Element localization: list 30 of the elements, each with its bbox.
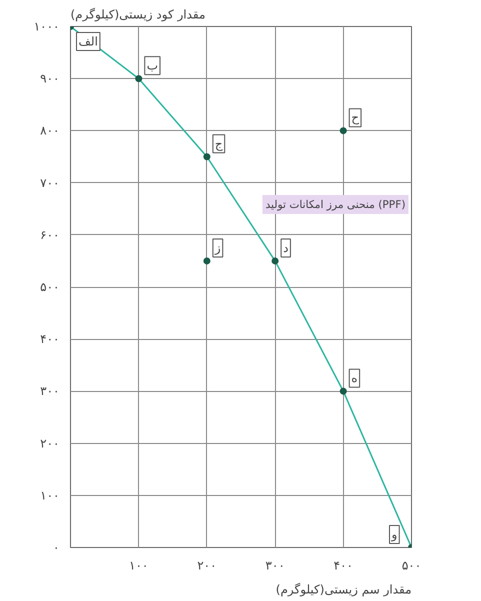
annotation: ح — [351, 110, 360, 125]
x-tick-label: ۲۰۰ — [197, 558, 217, 572]
point — [203, 257, 210, 264]
annotation: ه — [351, 371, 358, 386]
annotation: د — [283, 240, 288, 255]
y-tick-label: ۲۰۰ — [40, 436, 60, 450]
annotation: ج — [214, 136, 223, 151]
y-axis-title: مقدار کود زیستی(کیلوگرم) — [70, 8, 206, 22]
x-tick-label: ۳۰۰ — [265, 558, 285, 572]
y-tick-label: ۰ — [53, 540, 60, 554]
y-tick-label: ۴۰۰ — [40, 332, 60, 346]
x-axis-title: مقدار سم زیستی(کیلوگرم) — [276, 582, 412, 596]
y-tick-label: ۱۰۰۰ — [34, 20, 60, 34]
y-tick-label: ۶۰۰ — [40, 228, 60, 242]
annotation: الف — [78, 34, 98, 48]
x-tick-label: ۵۰۰ — [402, 558, 422, 572]
x-tick-label: ۱۰۰ — [129, 558, 148, 572]
annotation: و — [390, 528, 398, 542]
x-tick-label: ۴۰۰ — [334, 558, 353, 572]
y-tick-label: ۹۰۰ — [40, 72, 60, 86]
annotation: ب — [146, 58, 158, 73]
y-tick-label: ۱۰۰ — [40, 488, 60, 502]
y-tick-label: ۷۰۰ — [40, 176, 60, 190]
y-tick-label: ۵۰۰ — [40, 280, 60, 294]
point — [340, 127, 347, 134]
annotation: ز — [214, 240, 221, 255]
line-series — [70, 26, 412, 548]
y-tick-label: ۸۰۰ — [40, 124, 60, 138]
y-tick-label: ۳۰۰ — [40, 384, 60, 398]
annotation: منحنی مرز امکانات تولید (PPF) — [265, 198, 406, 212]
